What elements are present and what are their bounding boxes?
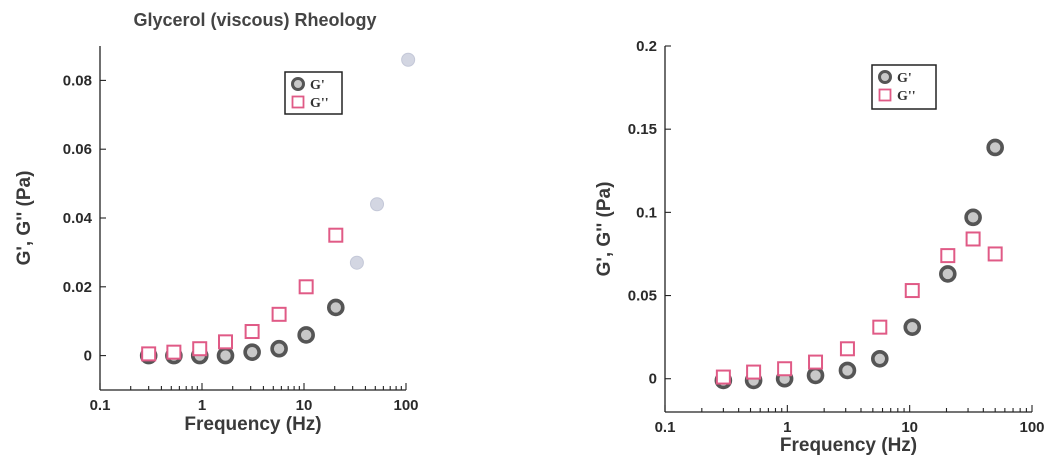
gdoubleprime-point (839, 341, 855, 357)
x-tick-label: 100 (393, 397, 418, 414)
faint-point (370, 197, 385, 212)
gdoubleprime-point (872, 319, 888, 335)
gdoubleprime-point (965, 231, 981, 247)
chart-right: 0 0.05 0.1 0.15 0.2 0.1 1 10 100 Frequency (Hz) G'… (594, 38, 1045, 456)
legend-circle-marker (878, 70, 892, 84)
y-axis-title: G', G'' (Pa) (594, 182, 615, 277)
gdoubleprime-point (987, 246, 1003, 262)
y-tick-label: 0 (84, 348, 92, 365)
gdoubleprime-point (218, 334, 234, 350)
gprime-point (964, 208, 982, 227)
x-tick-label: 1 (198, 397, 206, 414)
gprime-point (326, 298, 345, 317)
gdoubleprime-point (746, 364, 762, 380)
legend-circle-marker (291, 77, 305, 91)
gdoubleprime-point (271, 306, 287, 322)
gdoubleprime-point (328, 227, 344, 243)
gprime-point (270, 339, 288, 358)
y-tick-label: 0.02 (63, 279, 92, 296)
chart-title: Glycerol (viscous) Rheology (133, 10, 376, 30)
y-tick-label: 0.04 (63, 210, 93, 227)
gdoubleprime-point (192, 341, 208, 357)
y-tick-label: 0.05 (628, 288, 657, 305)
gprime-point (216, 346, 235, 365)
gprime-point (903, 318, 922, 336)
y-tick-label: 0.06 (63, 141, 92, 158)
gprime-point (243, 343, 261, 361)
gdoubleprime-point (904, 283, 920, 299)
gdoubleprime-point (244, 324, 260, 340)
y-tick-label: 0 (649, 371, 657, 388)
x-tick-label: 1 (783, 419, 791, 436)
x-axis-title: Frequency (Hz) (184, 414, 321, 435)
legend-label: G'' (310, 96, 329, 111)
legend-box (871, 64, 937, 110)
chart-glycerol-left: 0 0.02 0.04 0.06 0.08 0.1 1 10 100 Glycerol (visc… (14, 10, 419, 435)
legend: G' G'' (284, 71, 343, 115)
legend-label: G' (310, 78, 325, 93)
y-tick-label: 0.2 (636, 38, 657, 55)
legend-label: G'' (897, 89, 916, 104)
gdoubleprime-point (166, 344, 182, 360)
y-tick-label: 0.1 (636, 204, 657, 221)
x-tick-label: 0.1 (90, 397, 111, 414)
gdoubleprime-point (141, 346, 157, 362)
x-tick-label: 100 (1019, 419, 1044, 436)
y-tick-label: 0.15 (628, 121, 657, 138)
faint-point (401, 52, 416, 67)
faint-point (349, 255, 364, 270)
gdoubleprime-point (715, 369, 731, 385)
gdoubleprime-point (777, 361, 793, 377)
gprime-point (939, 265, 957, 283)
gprime-point (871, 349, 889, 368)
gprime-point (806, 366, 825, 385)
x-tick-label: 10 (296, 397, 313, 414)
gdoubleprime-point (808, 354, 824, 370)
legend: G' G'' (871, 64, 937, 110)
y-tick-label: 0.08 (63, 72, 92, 89)
y-axis-title: G', G'' (Pa) (14, 171, 35, 266)
gdoubleprime-point (298, 279, 314, 295)
gprime-point (838, 361, 857, 380)
x-tick-label: 10 (901, 419, 918, 436)
legend-square-marker (291, 95, 305, 109)
gprime-point (297, 326, 315, 344)
legend-label: G' (897, 71, 912, 86)
x-tick-label: 0.1 (655, 419, 676, 436)
gprime-point (986, 138, 1004, 157)
legend-square-marker (878, 88, 892, 102)
gdoubleprime-point (940, 248, 956, 264)
x-axis-title: Frequency (Hz) (780, 435, 917, 456)
